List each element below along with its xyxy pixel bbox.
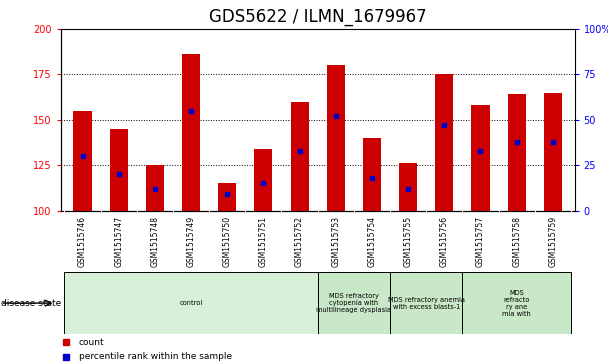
Text: GSM1515759: GSM1515759 xyxy=(548,216,558,267)
Text: GSM1515753: GSM1515753 xyxy=(331,216,340,267)
Bar xyxy=(74,111,92,211)
Bar xyxy=(182,54,200,211)
Text: percentile rank within the sample: percentile rank within the sample xyxy=(79,352,232,361)
Bar xyxy=(363,138,381,211)
Text: MDS
refracto
ry ane
mia with: MDS refracto ry ane mia with xyxy=(502,290,531,317)
Text: GSM1515756: GSM1515756 xyxy=(440,216,449,267)
Text: control: control xyxy=(179,300,202,306)
Text: GSM1515757: GSM1515757 xyxy=(476,216,485,267)
Bar xyxy=(399,163,417,211)
Bar xyxy=(471,105,489,211)
Bar xyxy=(435,74,454,211)
Text: GSM1515750: GSM1515750 xyxy=(223,216,232,267)
Bar xyxy=(326,65,345,211)
Bar xyxy=(390,272,463,334)
Text: GSM1515748: GSM1515748 xyxy=(150,216,159,267)
Text: GSM1515749: GSM1515749 xyxy=(187,216,196,267)
Bar xyxy=(146,165,164,211)
Text: GSM1515752: GSM1515752 xyxy=(295,216,304,267)
Bar xyxy=(317,272,390,334)
Text: GSM1515754: GSM1515754 xyxy=(367,216,376,267)
Text: GSM1515758: GSM1515758 xyxy=(512,216,521,267)
Text: disease state: disease state xyxy=(1,299,61,307)
Bar xyxy=(218,183,237,211)
Bar xyxy=(254,149,272,211)
Text: count: count xyxy=(79,338,105,347)
Bar xyxy=(544,93,562,211)
Text: MDS refractory anemia
with excess blasts-1: MDS refractory anemia with excess blasts… xyxy=(388,297,465,310)
Text: GSM1515751: GSM1515751 xyxy=(259,216,268,267)
Bar xyxy=(109,129,128,211)
Text: GSM1515747: GSM1515747 xyxy=(114,216,123,267)
Text: GSM1515746: GSM1515746 xyxy=(78,216,87,267)
Bar xyxy=(64,272,317,334)
Text: GSM1515755: GSM1515755 xyxy=(404,216,413,267)
Bar xyxy=(463,272,571,334)
Title: GDS5622 / ILMN_1679967: GDS5622 / ILMN_1679967 xyxy=(209,8,426,26)
Bar xyxy=(508,94,526,211)
Text: MDS refractory
cytopenia with
multilineage dysplasia: MDS refractory cytopenia with multilinea… xyxy=(316,293,392,313)
Bar xyxy=(291,102,309,211)
